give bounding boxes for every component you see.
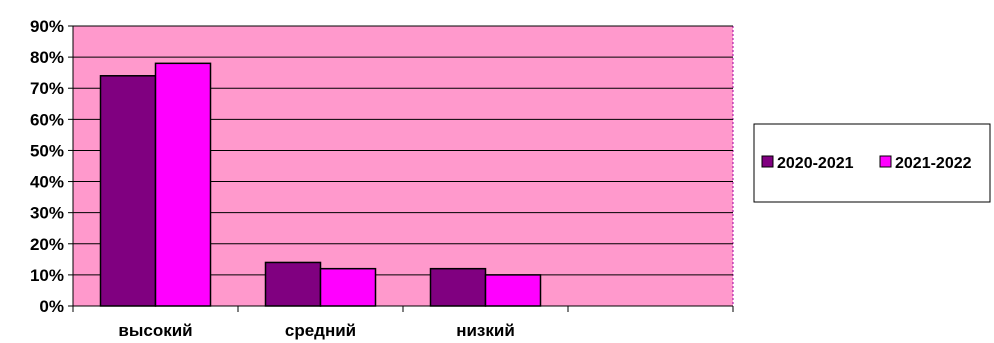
y-tick-label: 80% — [30, 48, 64, 67]
x-axis: высокий средний низкий — [72, 305, 734, 340]
legend-swatch — [761, 155, 774, 168]
y-tick-label: 90% — [30, 17, 64, 36]
y-tick-label: 50% — [30, 141, 64, 160]
y-tick-label: 10% — [30, 266, 64, 285]
bar-2020-2021-высокий — [99, 75, 157, 307]
bar-2021-2022-низкий — [484, 274, 542, 307]
x-category-label: высокий — [118, 321, 192, 340]
bar-2020-2021-низкий — [429, 267, 487, 307]
x-category-label: низкий — [456, 321, 515, 340]
y-tick-label: 40% — [30, 173, 64, 192]
y-tick-label: 0% — [39, 297, 64, 316]
legend-label: 2020-2021 — [777, 155, 854, 172]
y-axis: 0% 10% 20% 30% 40% 50% 60% 70% 80% 90% — [30, 17, 74, 316]
y-tick-label: 60% — [30, 110, 64, 129]
x-category-label: средний — [285, 321, 356, 340]
bar-2020-2021-средний — [264, 261, 322, 307]
bar-2021-2022-средний — [319, 267, 377, 307]
bar-2021-2022-высокий — [154, 62, 212, 307]
legend: 2020-2021 2021-2022 — [753, 123, 991, 203]
legend-swatch — [879, 155, 892, 168]
y-tick-label: 70% — [30, 79, 64, 98]
legend-items: 2020-2021 2021-2022 — [761, 155, 972, 172]
bars — [99, 62, 542, 307]
y-tick-label: 20% — [30, 235, 64, 254]
y-tick-label: 30% — [30, 204, 64, 223]
legend-label: 2021-2022 — [895, 155, 972, 172]
plot-area — [72, 25, 734, 307]
legend-box — [753, 123, 991, 203]
